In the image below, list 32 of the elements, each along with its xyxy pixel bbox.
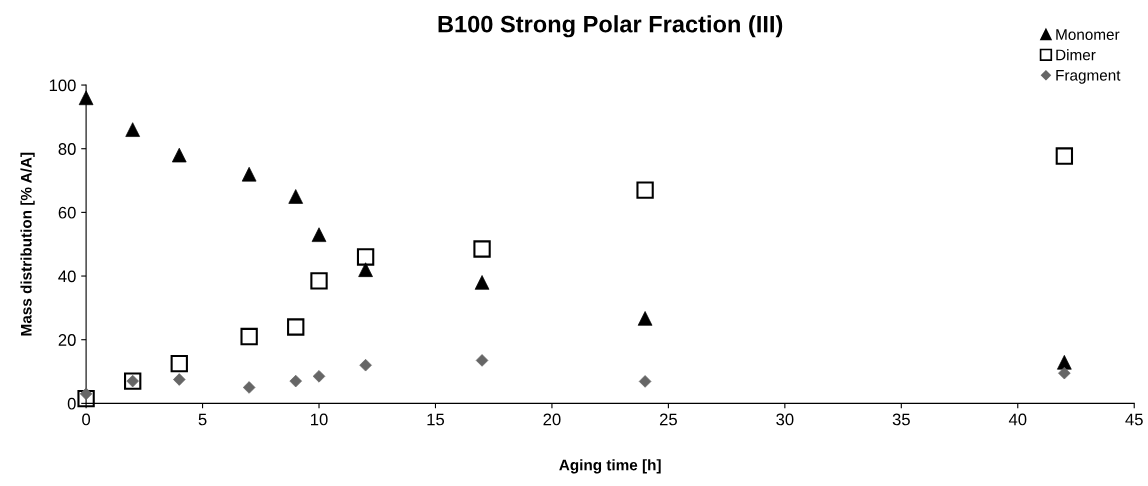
point [77, 389, 95, 408]
point [287, 318, 305, 336]
point [473, 240, 491, 258]
legend-label: Monomer [1056, 29, 1120, 40]
legend-label: Dimer [1056, 49, 1096, 61]
x-axis-title: Aging time [h] [559, 459, 661, 474]
point [1055, 147, 1074, 165]
x-tick-label: 5 [198, 413, 207, 426]
x-tick-label: 20 [543, 413, 561, 426]
point [356, 248, 375, 266]
y-axis-title: Mass distribution [% A/A] [20, 152, 35, 336]
x-tick-label: 45 [1125, 413, 1143, 426]
point [240, 327, 258, 346]
x-tick-label: 25 [659, 413, 677, 426]
x-tick-label: 35 [892, 413, 910, 426]
point [636, 181, 654, 199]
x-tick-label: 10 [311, 413, 328, 426]
y-tick-label: 20 [58, 334, 76, 346]
legend-label: Fragment [1056, 70, 1121, 84]
y-tick-label: 0 [67, 397, 76, 410]
x-tick-label: 40 [1008, 413, 1027, 426]
x-tick-label: 30 [776, 413, 794, 426]
point [310, 272, 328, 290]
point [170, 354, 188, 373]
y-tick-label: 60 [58, 206, 76, 219]
point [125, 122, 140, 137]
x-tick-label: 15 [427, 413, 445, 426]
x-tick-label: 0 [82, 413, 91, 426]
y-tick-label: 80 [58, 143, 76, 155]
chart-title: B100 Strong Polar Fraction (III) [438, 15, 783, 38]
y-tick-label: 100 [49, 79, 76, 92]
y-tick-label: 40 [58, 270, 76, 283]
